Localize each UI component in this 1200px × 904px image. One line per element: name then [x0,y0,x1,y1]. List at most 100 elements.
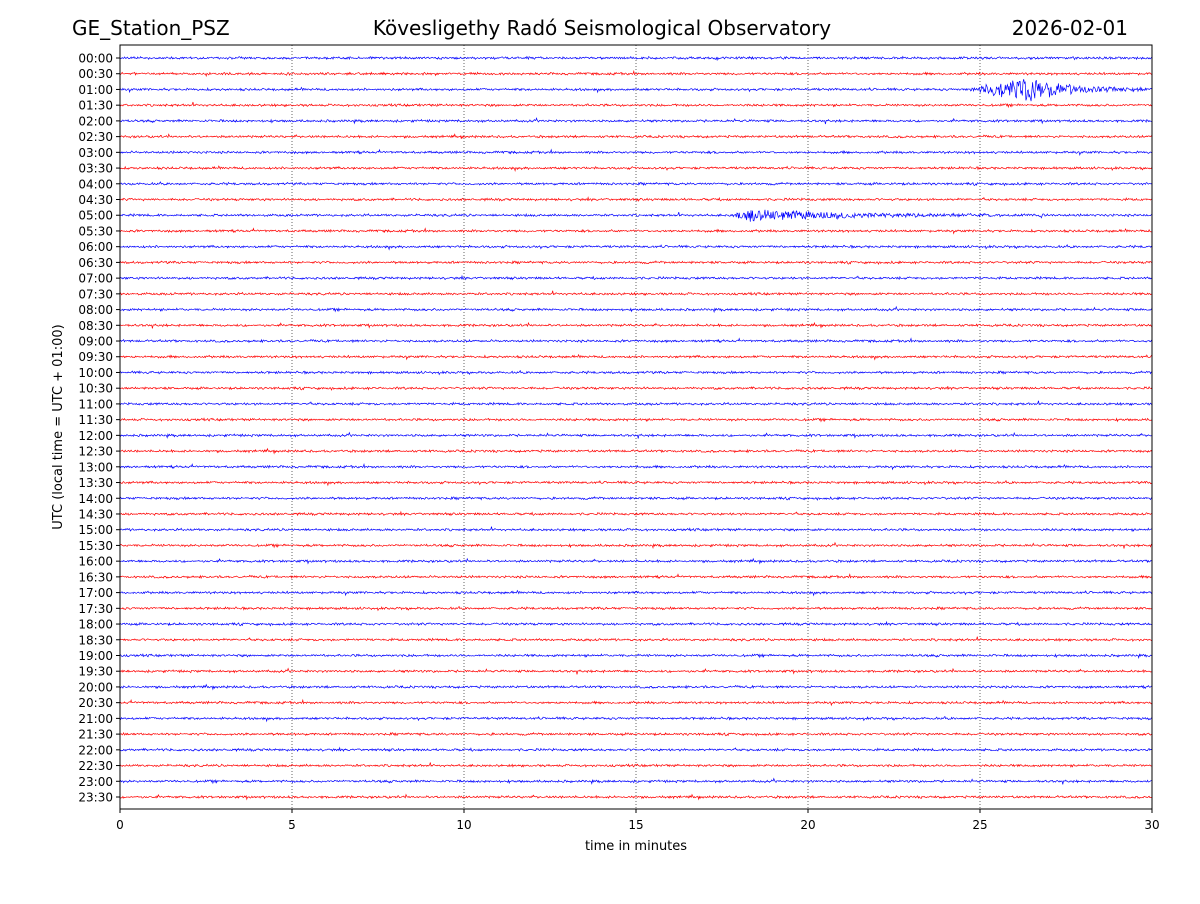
x-tick-label: 30 [1144,818,1159,832]
chart-title: Kövesligethy Radó Seismological Observat… [373,16,831,40]
trace-1330 [119,480,1153,487]
y-tick-label: 07:30 [78,287,113,301]
trace-2300 [119,777,1153,785]
trace-0800 [119,305,1153,314]
y-tick-label: 09:30 [78,350,113,364]
y-tick-label: 21:00 [78,712,113,726]
y-tick-label: 08:30 [78,319,113,333]
y-tick-label: 14:00 [78,492,113,506]
trace-1100 [119,400,1153,407]
x-tick-label: 20 [800,818,815,832]
trace-1430 [119,510,1153,517]
trace-1230 [119,447,1153,455]
y-tick-label: 10:00 [78,366,113,380]
trace-1800 [119,620,1153,627]
y-tick-label: 03:30 [78,162,113,176]
trace-0400 [119,181,1153,187]
station-label: GE_Station_PSZ [72,16,230,40]
y-tick-label: 23:00 [78,775,113,789]
y-tick-label: 23:30 [78,791,113,805]
x-tick-label: 10 [456,818,471,832]
y-tick-label: 20:00 [78,680,113,694]
x-axis-label: time in minutes [585,839,687,854]
y-tick-label: 04:30 [78,193,113,207]
trace-0830 [119,321,1153,329]
y-tick-label: 15:30 [78,539,113,553]
date-label: 2026-02-01 [1012,16,1128,40]
trace-2130 [119,731,1153,737]
x-tick-label: 15 [628,818,643,832]
y-tick-label: 15:00 [78,523,113,537]
trace-0730 [119,290,1153,296]
y-tick-label: 05:30 [78,224,113,238]
trace-1730 [119,605,1153,612]
y-tick-label: 19:30 [78,665,113,679]
trace-2200 [119,746,1153,753]
trace-1300 [119,462,1153,471]
y-tick-label: 14:30 [78,507,113,521]
y-tick-label: 18:30 [78,633,113,647]
x-tick-label: 0 [116,818,124,832]
trace-0900 [119,337,1153,344]
trace-0130 [119,101,1153,109]
y-tick-label: 16:00 [78,555,113,569]
trace-2030 [119,698,1153,707]
y-axis-label: UTC (local time = UTC + 01:00) [51,324,66,529]
y-tick-label: 05:00 [78,209,113,223]
y-tick-label: 07:00 [78,272,113,286]
y-tick-label: 04:00 [78,177,113,191]
trace-0000 [119,55,1153,62]
y-tick-label: 22:00 [78,743,113,757]
vertical-gridlines [291,45,981,809]
trace-2100 [119,715,1153,723]
y-tick-label: 03:00 [78,146,113,160]
trace-1500 [119,526,1153,533]
y-tick-label: 13:30 [78,476,113,490]
trace-0300 [119,148,1153,156]
trace-1700 [119,589,1153,597]
x-tick-label: 5 [288,818,296,832]
trace-1030 [119,385,1153,391]
y-tick-label: 17:30 [78,602,113,616]
y-tick-label: 12:00 [78,429,113,443]
y-tick-label: 01:30 [78,99,113,113]
y-tick-label: 06:00 [78,240,113,254]
trace-0230 [119,133,1153,139]
y-tick-label: 02:30 [78,130,113,144]
trace-1130 [119,417,1153,423]
trace-1200 [119,431,1153,439]
y-tick-label: 16:30 [78,570,113,584]
y-tick-label: 11:00 [78,397,113,411]
trace-2330 [119,793,1153,801]
y-tick-label: 02:00 [78,114,113,128]
trace-1000 [119,369,1153,376]
y-tick-label: 17:00 [78,586,113,600]
trace-1830 [119,636,1153,642]
y-tick-label: 10:30 [78,382,113,396]
trace-0530 [119,227,1153,235]
y-tick-label: 06:30 [78,256,113,270]
trace-1400 [119,496,1153,501]
x-axis-ticks: 0 5 10 15 20 25 30 [116,809,1160,832]
trace-0100 [119,79,1153,102]
y-tick-label: 21:30 [78,728,113,742]
trace-1900 [119,653,1153,660]
trace-1930 [119,667,1153,675]
y-tick-label: 18:00 [78,618,113,632]
y-tick-label: 11:30 [78,413,113,427]
trace-0930 [119,353,1153,361]
y-tick-label: 01:00 [78,83,113,97]
y-tick-label: 22:30 [78,759,113,773]
trace-1600 [119,557,1153,565]
y-tick-label: 13:00 [78,460,113,474]
trace-1630 [119,573,1153,580]
trace-0330 [119,165,1153,173]
trace-0700 [119,274,1153,281]
y-tick-label: 08:00 [78,303,113,317]
trace-0200 [119,117,1153,125]
y-tick-label: 12:30 [78,445,113,459]
y-tick-label: 00:00 [78,52,113,66]
trace-0600 [119,244,1153,251]
